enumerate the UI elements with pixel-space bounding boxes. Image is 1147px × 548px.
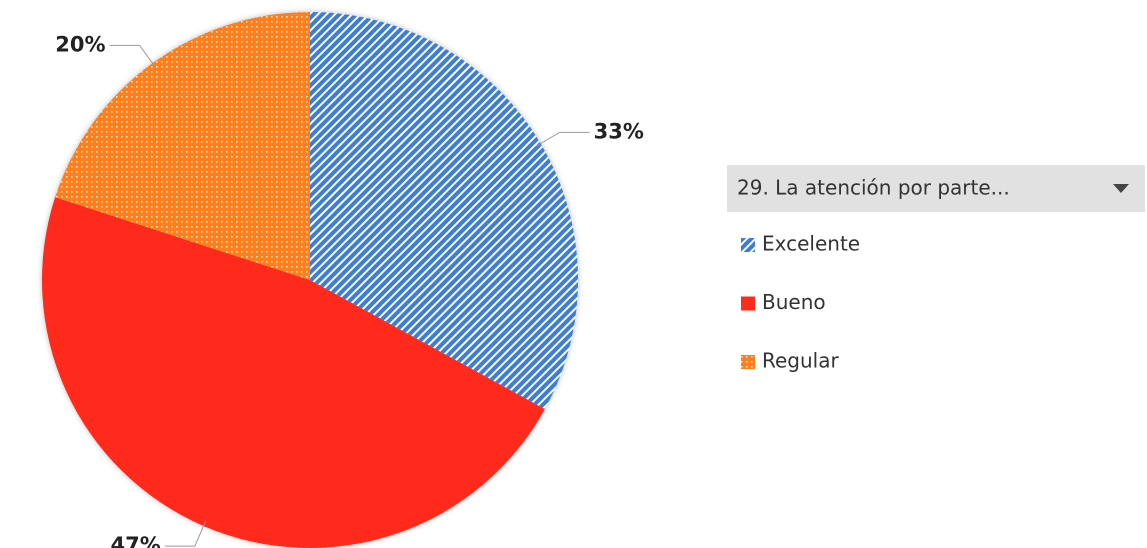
legend-label: Bueno bbox=[762, 290, 826, 314]
legend-label: Excelente bbox=[762, 232, 860, 256]
pie-slice bbox=[310, 12, 579, 410]
leader-line bbox=[535, 131, 590, 148]
legend-label: Regular bbox=[762, 349, 839, 373]
pie-slice bbox=[42, 197, 545, 548]
legend-swatch bbox=[741, 355, 755, 369]
pie-slice bbox=[55, 12, 310, 280]
data-label: 33% bbox=[594, 119, 644, 143]
leader-line bbox=[109, 44, 157, 69]
leader-line bbox=[164, 520, 207, 547]
pie bbox=[42, 12, 579, 548]
legend-header bbox=[727, 165, 1145, 212]
legend-swatch bbox=[741, 238, 755, 252]
legend-title: 29. La atención por parte... bbox=[737, 176, 1010, 200]
dropdown-button[interactable] bbox=[1113, 184, 1129, 193]
data-label: 20% bbox=[55, 32, 105, 56]
data-label: 47% bbox=[111, 533, 161, 548]
legend-swatch bbox=[741, 296, 755, 311]
